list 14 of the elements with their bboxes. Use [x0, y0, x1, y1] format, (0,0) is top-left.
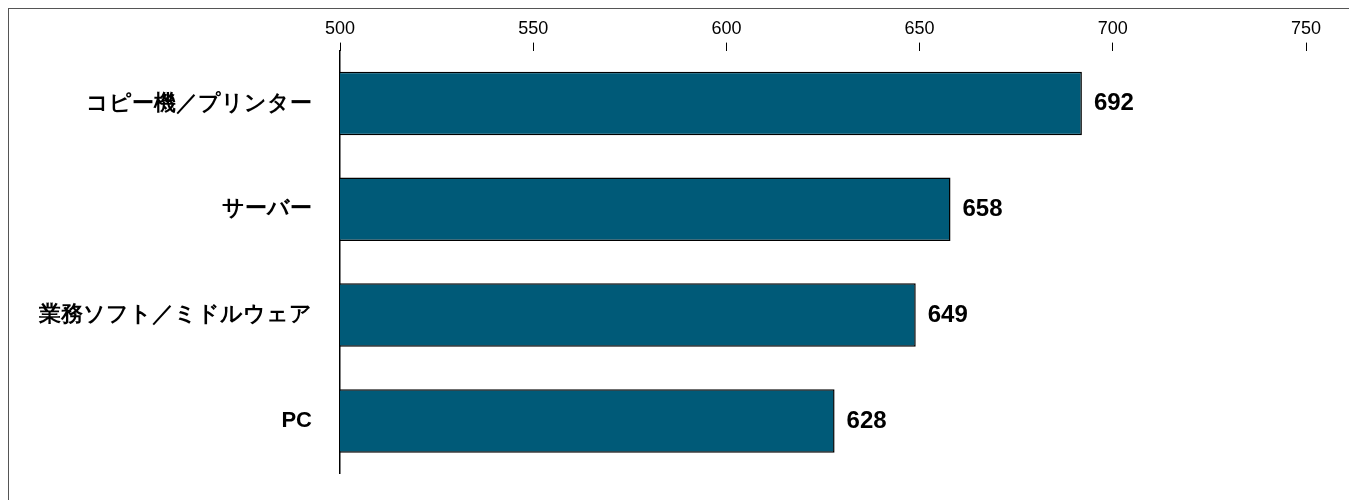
- x-tick-label: 550: [518, 17, 549, 38]
- x-tick-label: 500: [324, 17, 356, 38]
- y-tick-label: 業務ソフト／ミドルウェア: [38, 301, 312, 327]
- y-tick-label: PC: [281, 406, 313, 432]
- x-tick-label: 650: [904, 17, 935, 38]
- y-tick-label: サーバー: [222, 195, 312, 221]
- data-label: 649: [927, 299, 968, 327]
- x-tick-label: 600: [711, 17, 742, 38]
- y-tick-label: コピー機／プリンター: [86, 89, 312, 115]
- x-tick-label: 750: [1290, 17, 1322, 38]
- data-label: 658: [962, 193, 1003, 221]
- x-tick-label: 700: [1097, 17, 1128, 38]
- data-label: 628: [846, 405, 887, 433]
- data-label: 692: [1093, 88, 1134, 116]
